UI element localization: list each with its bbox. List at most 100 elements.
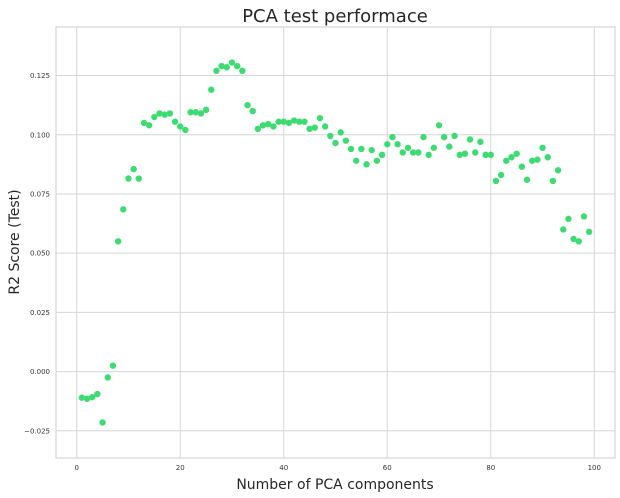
data-point <box>321 123 329 130</box>
data-point <box>213 67 220 75</box>
data-point <box>378 151 386 159</box>
data-point <box>575 238 582 245</box>
data-point <box>202 106 210 114</box>
data-point <box>78 394 86 401</box>
data-point <box>466 136 474 143</box>
data-point <box>259 122 267 129</box>
data-point <box>145 122 153 129</box>
data-point <box>290 117 298 124</box>
data-point <box>228 59 236 66</box>
data-point <box>161 111 168 118</box>
data-point <box>109 362 117 369</box>
data-point <box>316 114 324 122</box>
data-point <box>327 132 334 140</box>
data-point <box>461 150 469 157</box>
data-point <box>311 124 318 131</box>
data-point <box>182 126 189 134</box>
data-point <box>513 150 520 157</box>
data-point <box>565 215 572 223</box>
data-point <box>497 171 505 179</box>
data-point <box>218 62 225 70</box>
data-point <box>373 157 381 164</box>
data-point <box>363 161 370 168</box>
data-point <box>233 62 241 70</box>
data-point <box>347 145 355 153</box>
data-point <box>585 228 593 236</box>
x-tick-label: 100 <box>588 464 601 472</box>
data-point <box>306 125 313 133</box>
data-point <box>89 393 96 401</box>
data-point <box>435 122 443 129</box>
data-point <box>187 109 194 116</box>
data-point <box>135 175 143 182</box>
data-point <box>503 157 510 164</box>
data-point <box>394 141 401 148</box>
data-point <box>549 177 557 185</box>
data-point <box>353 157 360 164</box>
data-point <box>560 226 567 233</box>
data-point <box>332 139 339 147</box>
data-point <box>425 151 432 159</box>
data-point <box>446 143 453 150</box>
data-point <box>166 110 174 117</box>
data-points <box>78 59 593 426</box>
data-point <box>409 149 417 156</box>
data-point <box>130 165 137 173</box>
data-point <box>456 151 463 159</box>
data-point <box>384 141 391 148</box>
data-point <box>244 101 251 109</box>
data-point <box>539 144 546 151</box>
plot-area <box>55 26 616 459</box>
data-point <box>399 149 406 156</box>
data-point <box>120 206 127 213</box>
x-tick-label: 60 <box>383 464 392 472</box>
data-point <box>114 238 122 245</box>
x-tick-label: 80 <box>486 464 495 472</box>
y-tick-label: −0.025 <box>24 427 50 435</box>
data-point <box>125 175 132 182</box>
data-point <box>389 133 396 141</box>
data-point <box>570 235 577 243</box>
data-point <box>430 144 438 151</box>
data-point <box>280 118 287 125</box>
data-point <box>192 109 199 116</box>
x-axis-title: Number of PCA components <box>236 477 433 493</box>
data-point <box>440 133 448 141</box>
data-point <box>337 129 344 136</box>
x-tick-label: 0 <box>74 464 78 472</box>
data-point <box>554 167 562 174</box>
data-point <box>83 395 91 402</box>
data-point <box>580 213 588 220</box>
data-point <box>368 146 375 154</box>
y-tick-label: 0.025 <box>30 309 50 317</box>
data-point <box>94 390 101 398</box>
data-point <box>487 151 494 159</box>
y-tick-label: 0.075 <box>30 190 50 198</box>
data-point <box>477 138 484 146</box>
data-point <box>208 86 215 93</box>
data-point <box>275 118 282 125</box>
data-point <box>249 107 256 115</box>
y-tick-label: 0.000 <box>30 368 50 376</box>
data-point <box>523 176 531 183</box>
data-point <box>285 119 293 127</box>
data-point <box>420 133 427 141</box>
data-point <box>223 64 231 71</box>
data-point <box>358 145 365 153</box>
grid-lines <box>56 27 615 458</box>
data-point <box>472 149 479 156</box>
data-point <box>156 110 163 117</box>
data-point <box>508 154 515 161</box>
x-tick-labels: 0 20 40 60 80 100 <box>74 464 601 472</box>
data-point <box>415 149 422 156</box>
y-axis-title: R2 Score (Test) <box>7 189 23 294</box>
data-point <box>265 120 272 128</box>
data-point <box>296 118 303 125</box>
y-tick-label: 0.050 <box>30 250 50 258</box>
data-point <box>492 177 500 185</box>
data-point <box>451 132 458 140</box>
data-point <box>482 151 489 159</box>
data-point <box>171 118 179 125</box>
data-point <box>177 123 184 130</box>
data-point <box>99 419 106 426</box>
